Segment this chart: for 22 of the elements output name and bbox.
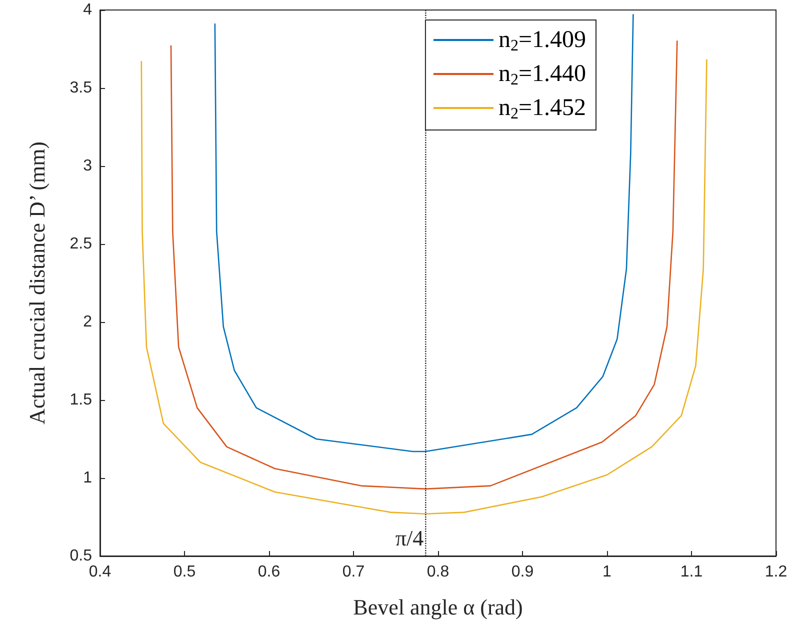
y-tick-label: 3.5 xyxy=(70,80,92,96)
y-tick-label: 1.5 xyxy=(70,392,92,408)
x-tick-label: 0.4 xyxy=(88,564,112,580)
ref-line-label: π/4 xyxy=(395,526,424,550)
line-series xyxy=(140,59,708,515)
y-tick-label: 4 xyxy=(83,2,92,18)
y-tick-label: 2 xyxy=(83,314,92,330)
x-tick-label: 0.8 xyxy=(426,564,450,580)
x-tick-label: 1.1 xyxy=(680,564,703,580)
x-tick-label: 0.6 xyxy=(258,564,280,580)
line-series xyxy=(214,14,634,452)
x-tick-label: 1 xyxy=(602,564,612,580)
y-tick-label: 3 xyxy=(83,158,92,174)
x-tick-label: 0.9 xyxy=(511,564,534,580)
x-tick-label: 1.2 xyxy=(764,564,788,580)
y-tick-label: 0.5 xyxy=(70,548,92,564)
y-axis-title: Actual crucial distance D’ (mm) xyxy=(24,141,50,425)
x-axis-title: Bevel angle α (rad) xyxy=(353,594,523,620)
x-tick-label: 0.5 xyxy=(173,564,196,580)
x-tick-label: 0.7 xyxy=(342,564,365,580)
y-tick-label: 1 xyxy=(83,470,92,486)
y-tick-label: 2.5 xyxy=(70,236,92,252)
